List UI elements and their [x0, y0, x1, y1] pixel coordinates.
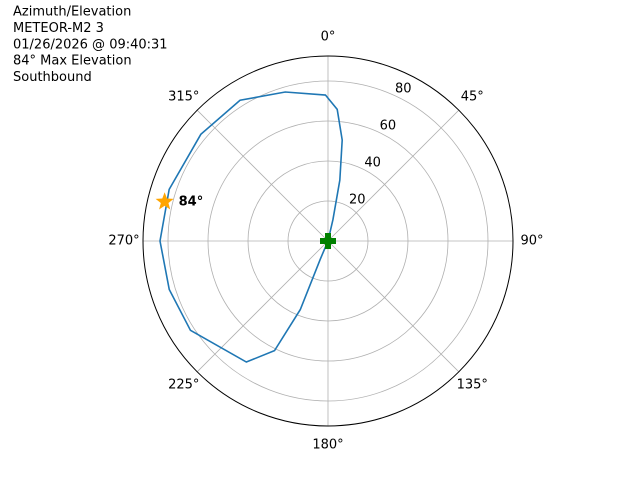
r-tick-label: 80	[395, 82, 412, 97]
max-label: 84°	[179, 194, 204, 209]
theta-tick-label: 270°	[108, 234, 139, 249]
theta-tick-label: 315°	[168, 89, 199, 104]
theta-tick-label: 45°	[461, 89, 484, 104]
title-line: METEOR-M2 3	[13, 21, 104, 36]
grid-line	[196, 109, 329, 242]
r-tick-label: 60	[380, 119, 397, 134]
title-line: Azimuth/Elevation	[13, 5, 131, 20]
theta-tick-label: 90°	[520, 234, 543, 249]
polar-frame	[142, 55, 514, 427]
title-line: Southbound	[13, 70, 92, 85]
grid-line	[327, 240, 460, 373]
max-marker	[155, 192, 174, 210]
theta-tick-label: 135°	[457, 378, 488, 393]
r-tick-label: 20	[349, 193, 366, 208]
title-line: 01/26/2026 @ 09:40:31	[13, 37, 168, 52]
orbit-line	[159, 91, 343, 363]
theta-tick-label: 180°	[312, 438, 343, 453]
theta-tick-label: 0°	[321, 30, 336, 45]
grid-line	[196, 240, 329, 373]
start-marker	[320, 233, 336, 249]
grid-line	[327, 109, 460, 242]
title-line: 84° Max Elevation	[13, 54, 132, 69]
r-tick-label: 40	[364, 156, 381, 171]
theta-tick-label: 225°	[168, 378, 199, 393]
